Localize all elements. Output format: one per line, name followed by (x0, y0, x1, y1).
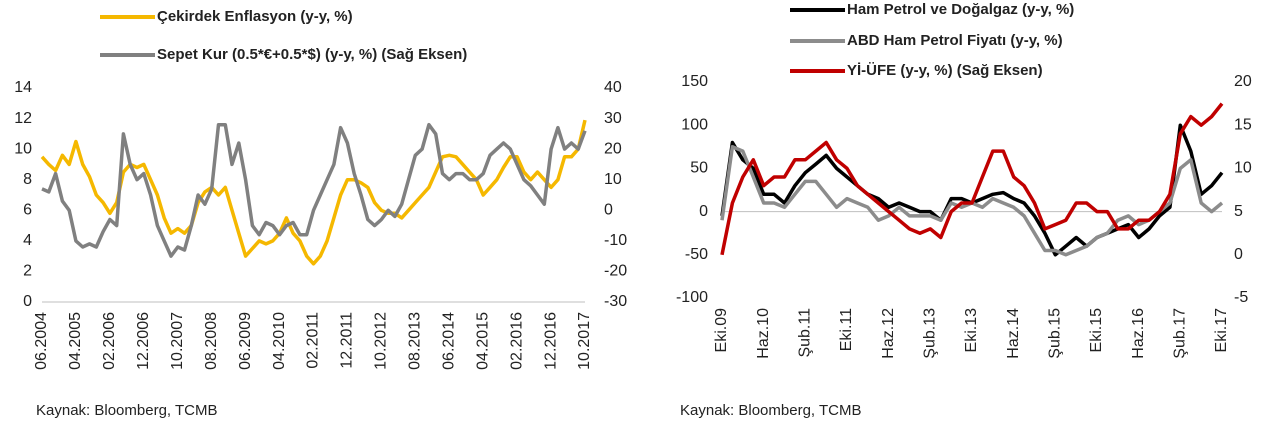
x-tick-label: 06.2014 (440, 312, 457, 370)
x-tick-label: 02.2016 (508, 312, 525, 370)
y-tick-label: 150 (681, 73, 708, 90)
x-tick-label: 06.2009 (237, 312, 254, 370)
y-tick-label: 10 (14, 140, 32, 157)
x-tick-label: 04.2015 (474, 312, 491, 370)
y2-tick-label: -5 (1234, 289, 1248, 306)
series-line (41, 122, 587, 258)
y-tick-label: 0 (23, 293, 32, 310)
x-tick-label: Eki.17 (1213, 308, 1230, 353)
x-tick-label: Haz.14 (1005, 308, 1022, 359)
x-tick-label: 12.2016 (542, 312, 559, 370)
y2-tick-label: 20 (604, 140, 622, 157)
y2-tick-label: -30 (604, 293, 627, 310)
x-tick-label: 12.2006 (135, 312, 152, 370)
x-tick-label: Şub.13 (922, 308, 939, 359)
y2-tick-label: -10 (604, 232, 627, 249)
y-tick-label: 4 (23, 232, 32, 249)
y2-tick-label: 0 (604, 202, 613, 219)
y2-tick-label: 20 (1234, 73, 1252, 90)
y-tick-label: 8 (23, 171, 32, 188)
legend-label: Yİ-ÜFE (y-y, %) (Sağ Eksen) (847, 62, 1043, 79)
y2-tick-label: 10 (1234, 160, 1252, 177)
y2-tick-label: -20 (604, 263, 627, 280)
x-tick-label: 12.2011 (339, 312, 356, 369)
y2-tick-label: 40 (604, 79, 622, 96)
x-tick-label: 04.2005 (67, 312, 84, 370)
x-tick-label: Haz.16 (1130, 308, 1147, 359)
x-tick-label: 08.2008 (203, 312, 220, 370)
y-tick-label: -100 (676, 289, 708, 306)
x-tick-label: 04.2010 (271, 312, 288, 370)
x-tick-label: Şub.15 (1047, 308, 1064, 359)
y-tick-label: 12 (14, 110, 32, 127)
series-line (720, 102, 1224, 256)
source-note: Kaynak: Bloomberg, TCMB (680, 402, 861, 419)
x-tick-label: 02.2006 (101, 312, 118, 370)
legend-label: Sepet Kur (0.5*€+0.5*$) (y-y, %) (Sağ Ek… (157, 46, 467, 63)
x-tick-label: 02.2011 (305, 312, 322, 369)
x-tick-label: 10.2012 (373, 312, 390, 370)
y2-tick-label: 0 (1234, 246, 1243, 263)
y2-tick-label: 15 (1234, 116, 1252, 133)
legend-label: Çekirdek Enflasyon (y-y, %) (157, 8, 353, 25)
source-note: Kaynak: Bloomberg, TCMB (36, 402, 217, 419)
x-tick-label: Haz.12 (880, 308, 897, 359)
x-tick-label: Haz.10 (755, 308, 772, 359)
x-tick-label: Eki.09 (713, 308, 730, 353)
y-tick-label: 0 (699, 203, 708, 220)
legend-label: ABD Ham Petrol Fiyatı (y-y, %) (847, 32, 1063, 49)
x-tick-label: Şub.11 (797, 308, 814, 358)
y-tick-label: 6 (23, 202, 32, 219)
x-tick-label: Eki.15 (1088, 308, 1105, 353)
y-tick-label: 14 (14, 79, 32, 96)
x-tick-label: Şub.17 (1172, 308, 1189, 359)
y2-tick-label: 30 (604, 110, 622, 127)
x-tick-label: 10.2007 (169, 312, 186, 370)
x-tick-label: Eki.11 (838, 308, 855, 351)
legend-label: Ham Petrol ve Doğalgaz (y-y, %) (847, 1, 1074, 18)
x-tick-label: 08.2013 (407, 312, 424, 370)
y-tick-label: 50 (690, 160, 708, 177)
x-tick-label: Eki.13 (963, 308, 980, 353)
y-tick-label: 100 (681, 116, 708, 133)
x-tick-label: 10.2017 (576, 312, 593, 370)
y2-tick-label: 10 (604, 171, 622, 188)
y-tick-label: -50 (685, 246, 708, 263)
y-tick-label: 2 (23, 263, 32, 280)
y2-tick-label: 5 (1234, 203, 1243, 220)
x-tick-label: 06.2004 (33, 312, 50, 370)
